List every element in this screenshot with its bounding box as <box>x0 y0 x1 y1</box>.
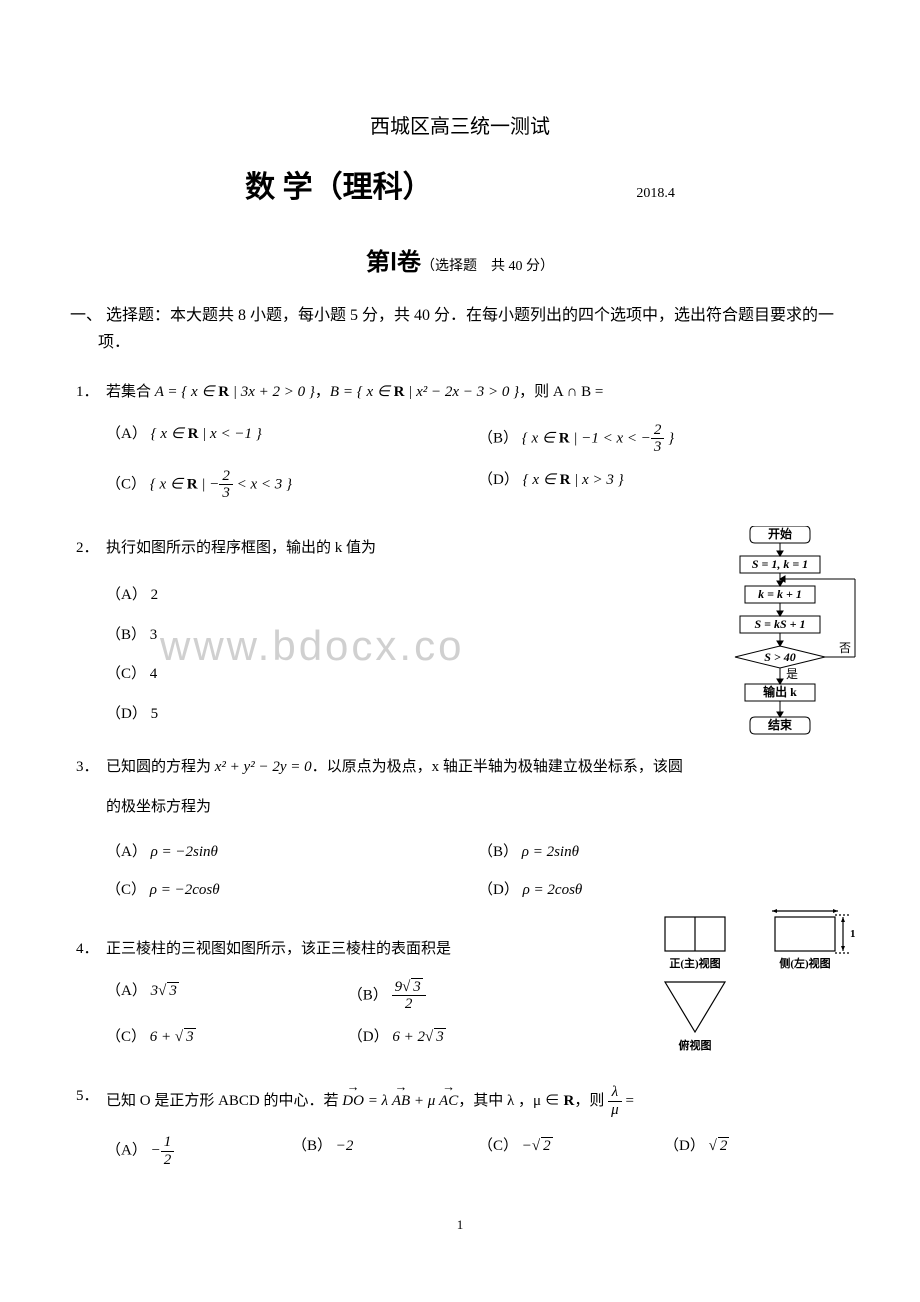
q4-opt-c: （C） 6 + √3 <box>106 1019 348 1057</box>
svg-text:结束: 结束 <box>768 717 793 732</box>
svg-text:俯视图: 俯视图 <box>679 1038 712 1052</box>
q1-opt-a: （A） { x ∈ R | x < −1 } <box>106 416 478 462</box>
q3-num: 3． <box>76 755 99 781</box>
svg-text:输出 k: 输出 k <box>763 684 797 699</box>
q5-opt-a: （A） −12 <box>106 1128 292 1174</box>
header-district: 西城区高三统一测试 <box>70 110 850 144</box>
q3-opt-d: （D） ρ = 2cosθ <box>478 872 850 910</box>
svg-text:√3: √3 <box>806 907 818 910</box>
question-1: 1． 若集合 A = { x ∈ R | 3x + 2 > 0 }，B = { … <box>70 380 850 508</box>
svg-text:1: 1 <box>850 928 856 940</box>
q1-stem: 若集合 A = { x ∈ R | 3x + 2 > 0 }，B = { x ∈… <box>106 384 603 400</box>
header-date: 2018.4 <box>636 182 675 206</box>
question-5: 5． 已知 O 是正方形 ABCD 的中心．若 DO = λ AB + μ AC… <box>70 1084 850 1174</box>
svg-text:侧(左)视图: 侧(左)视图 <box>779 956 830 970</box>
q1-opt-b: （B） { x ∈ R | −1 < x < −23 } <box>478 416 850 462</box>
svg-text:√: √ <box>798 907 805 910</box>
q2-num: 2． <box>76 536 99 562</box>
q5-stem: 已知 O 是正方形 ABCD 的中心．若 DO = λ AB + μ AC，其中… <box>106 1093 634 1109</box>
q4-opt-d: （D） 6 + 2√3 <box>348 1019 590 1057</box>
q4-num: 4． <box>76 937 99 963</box>
q1-opt-d: （D） { x ∈ R | x > 3 } <box>478 462 850 508</box>
svg-text:k = k + 1: k = k + 1 <box>758 587 802 601</box>
section-title-small: （选择题 共 40 分） <box>421 259 554 274</box>
q4-stem: 正三棱柱的三视图如图所示，该正三棱柱的表面积是 <box>106 941 451 957</box>
svg-text:S = 1, k = 1: S = 1, k = 1 <box>752 557 808 571</box>
q1-options: （A） { x ∈ R | x < −1 } （B） { x ∈ R | −1 … <box>106 416 850 508</box>
header-subject: 数 学（理科） <box>245 162 433 213</box>
page-number: 1 <box>70 1214 850 1236</box>
q5-num: 5． <box>76 1084 99 1110</box>
flowchart-diagram: 开始 S = 1, k = 1 k = k + 1 S = kS + 1 S >… <box>690 526 870 746</box>
section-header: 第Ⅰ卷（选择题 共 40 分） <box>70 243 850 284</box>
q4-opt-a: （A） 3√3 <box>106 973 348 1019</box>
q3-options: （A） ρ = −2sinθ （B） ρ = 2sinθ （C） ρ = −2c… <box>106 834 850 909</box>
svg-text:正(主)视图: 正(主)视图 <box>669 956 720 970</box>
question-2: 2． 执行如图所示的程序框图，输出的 k 值为 开始 S = 1, k = 1 … <box>70 536 850 728</box>
q5-opt-b: （B） −2 <box>292 1128 478 1174</box>
q5-opt-d: （D） √2 <box>664 1128 850 1174</box>
svg-text:是: 是 <box>786 667 798 681</box>
q2-stem: 执行如图所示的程序框图，输出的 k 值为 <box>106 540 376 556</box>
svg-text:S > 40: S > 40 <box>764 650 796 664</box>
svg-text:否: 否 <box>839 641 851 655</box>
question-4: 4． 正三棱柱的三视图如图所示，该正三棱柱的表面积是 正(主)视图 侧(左)视图… <box>70 937 850 1056</box>
q5-options: （A） −12 （B） −2 （C） −√2 （D） √2 <box>106 1128 850 1174</box>
q3-opt-b: （B） ρ = 2sinθ <box>478 834 850 872</box>
instruction: 一、 选择题：本大题共 8 小题，每小题 5 分，共 40 分．在每小题列出的四… <box>98 302 850 356</box>
section-title-big: 第Ⅰ卷 <box>366 250 421 276</box>
q1-opt-c: （C） { x ∈ R | −23 < x < 3 } <box>106 462 478 508</box>
q4-opt-b: （B） 9√32 <box>348 973 590 1019</box>
q5-opt-c: （C） −√2 <box>478 1128 664 1174</box>
q3-opt-a: （A） ρ = −2sinθ <box>106 834 478 872</box>
q3-stem-line2: 的极坐标方程为 <box>106 795 850 821</box>
q4-options: （A） 3√3 （B） 9√32 （C） 6 + √3 （D） 6 + 2√3 <box>106 973 590 1057</box>
svg-text:开始: 开始 <box>768 526 792 541</box>
q3-stem-line1: 已知圆的方程为 x² + y² − 2y = 0．以原点为极点，x 轴正半轴为极… <box>106 759 683 775</box>
q1-num: 1． <box>76 380 99 406</box>
question-3: 3． 已知圆的方程为 x² + y² − 2y = 0．以原点为极点，x 轴正半… <box>70 755 850 909</box>
svg-text:S = kS + 1: S = kS + 1 <box>754 617 805 631</box>
three-views-diagram: 正(主)视图 侧(左)视图 √√3 1 俯视图 <box>650 907 870 1067</box>
q3-opt-c: （C） ρ = −2cosθ <box>106 872 478 910</box>
